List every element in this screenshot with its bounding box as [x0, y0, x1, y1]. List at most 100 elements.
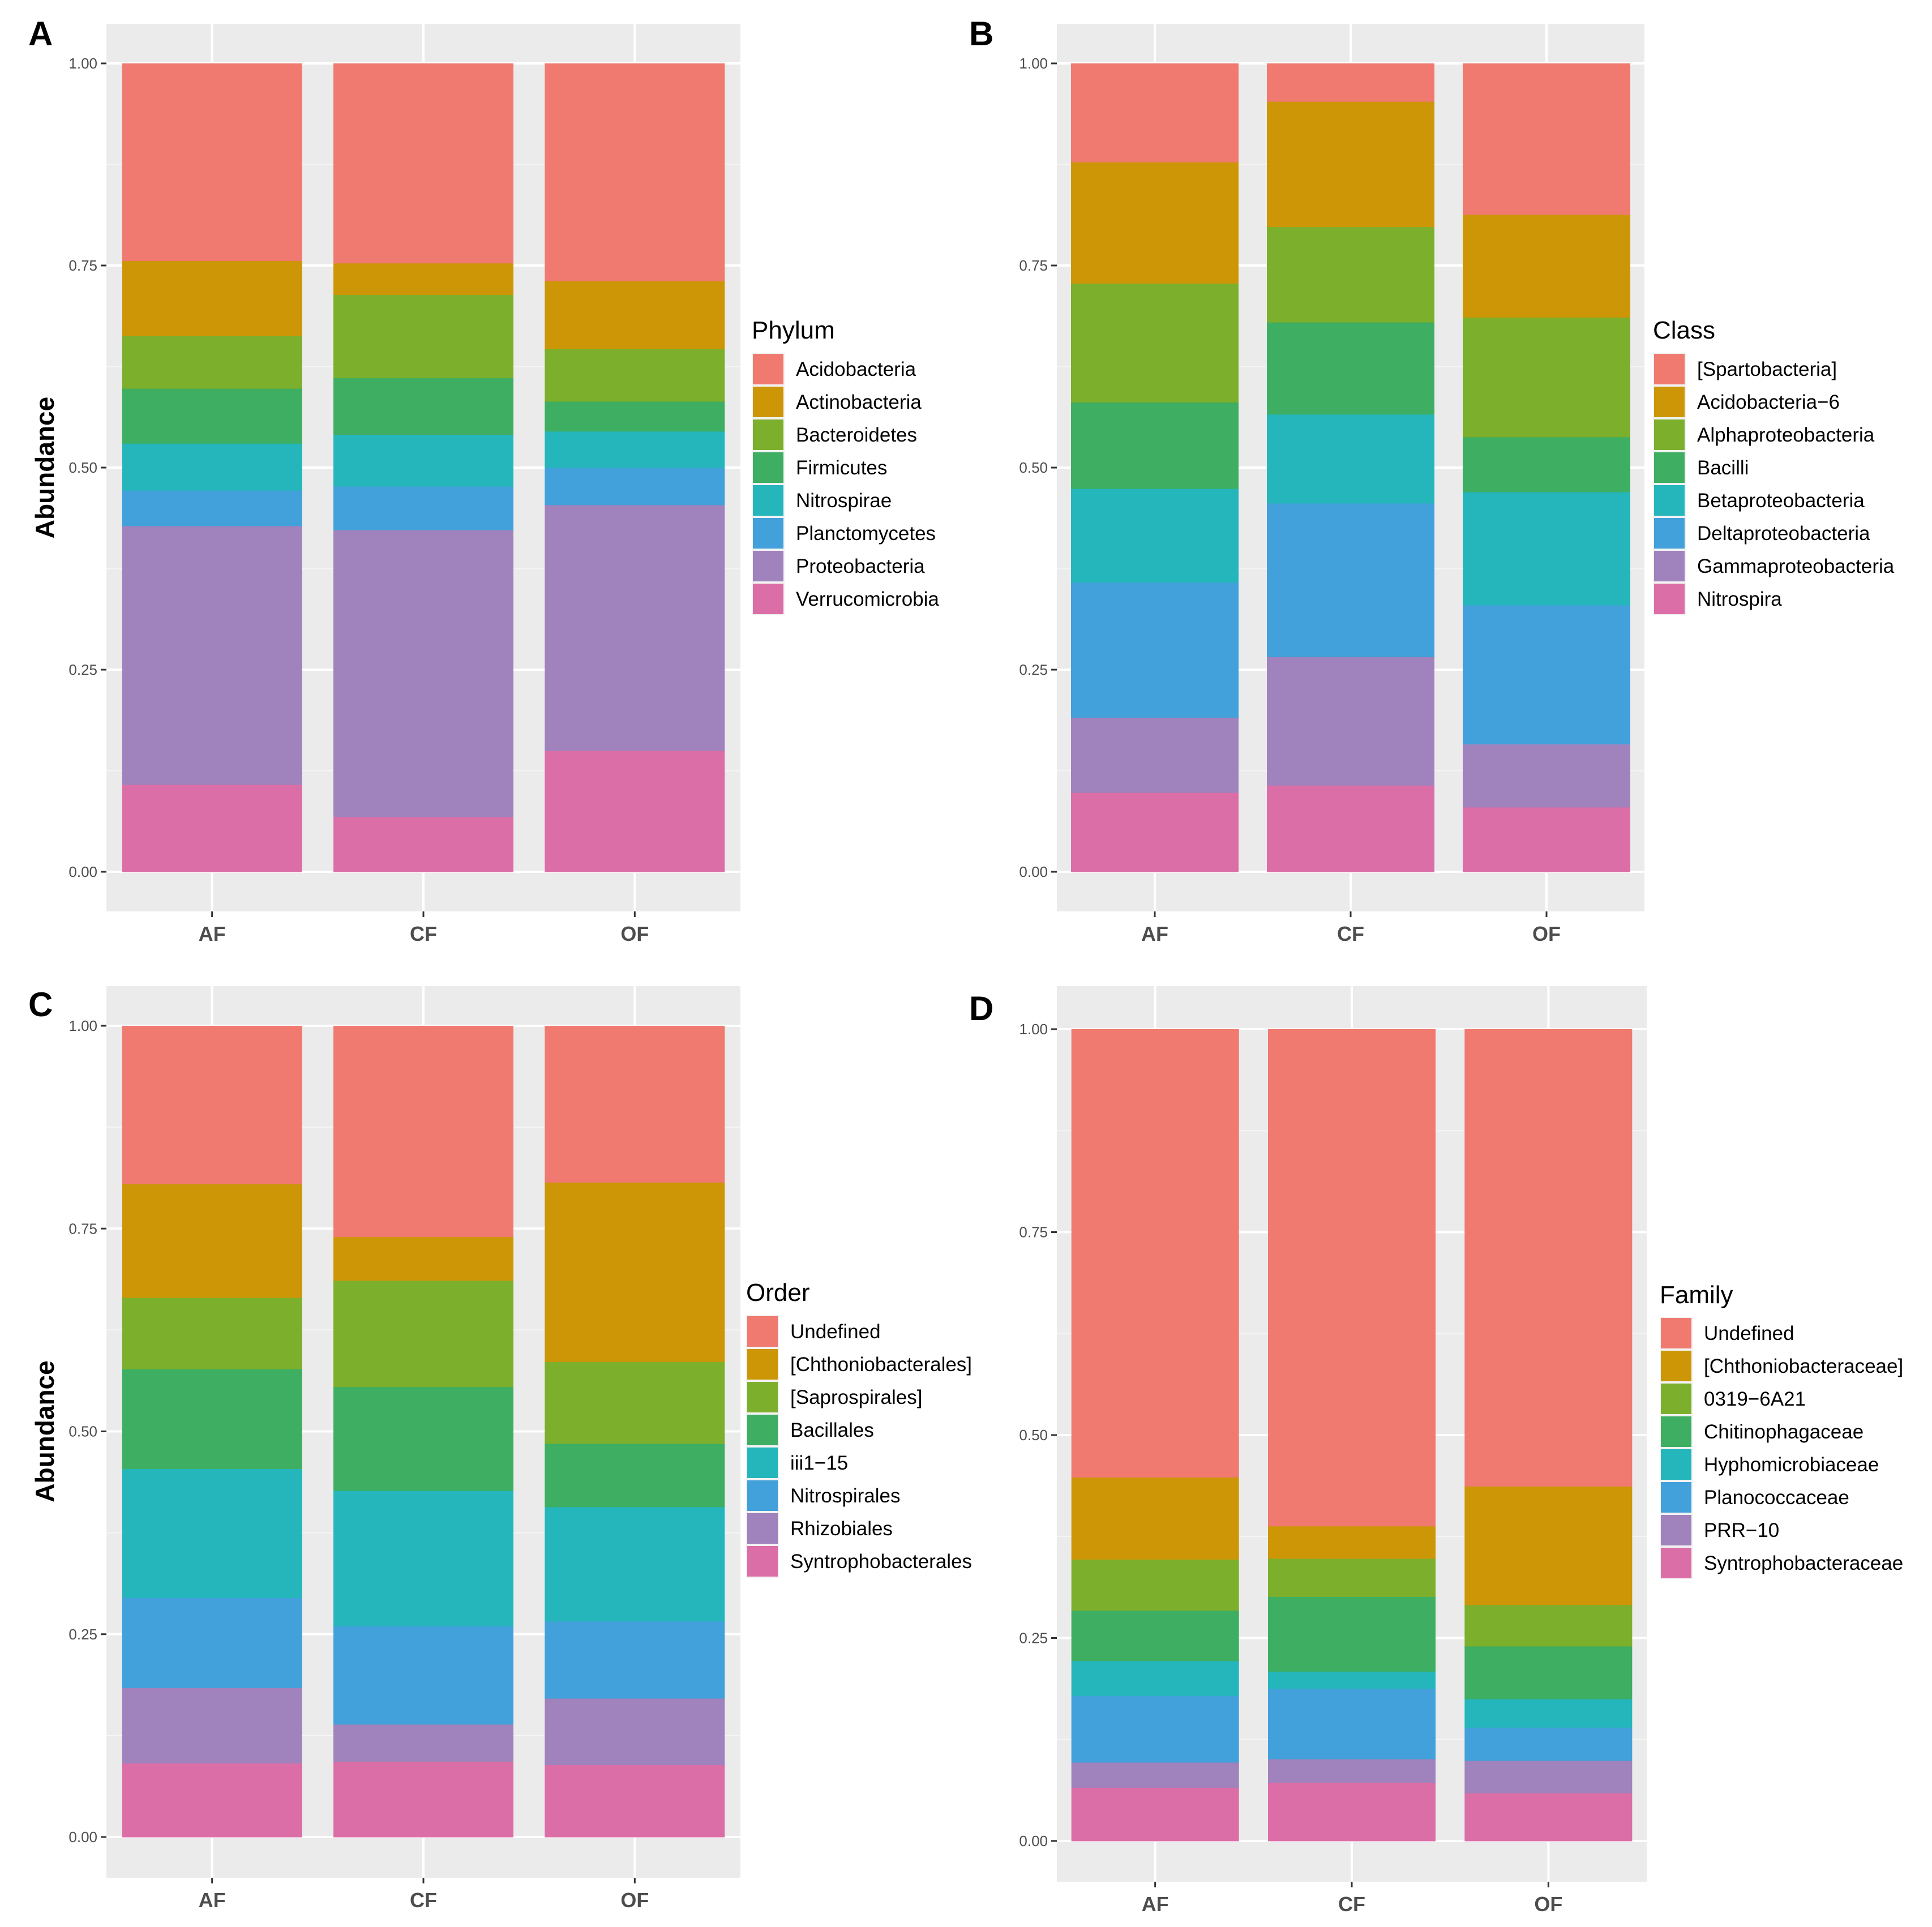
legend: Order Undefined [Chthoniobacterales] [Sapro…: [746, 1279, 972, 1578]
chart-panel-a: A 0.00 0.25 0.50 0.75 1.00 AF CF OF Abundance Phyl…: [28, 15, 939, 945]
bar-segment-af-8: [1071, 793, 1239, 872]
legend-title: Order: [746, 1279, 809, 1307]
bar-segment-cf-8: [333, 1761, 513, 1838]
y-tick-label: 0.75: [1019, 1224, 1048, 1241]
y-tick-label: 0.50: [68, 459, 97, 476]
legend-swatch: [1654, 354, 1685, 384]
bar-segment-af-8: [122, 784, 302, 872]
legend-swatch: [747, 1546, 778, 1577]
bar-segment-af-7: [1071, 1762, 1239, 1788]
legend-label: Bacteroidetes: [796, 424, 917, 446]
bar-segment-of-8: [545, 1765, 725, 1838]
stacked-bar-af: [122, 63, 302, 872]
legend-swatch: [747, 1480, 778, 1511]
stacked-bar-af: [122, 1026, 302, 1838]
bar-segment-of-1: [1464, 1029, 1633, 1487]
legend-label: Actinobacteria: [796, 391, 922, 413]
y-tick-label: 0.25: [1019, 661, 1048, 678]
stacked-bar-of: [1463, 63, 1630, 872]
y-tick-label: 0.25: [68, 661, 97, 678]
bar-segment-af-4: [1071, 402, 1239, 489]
y-tick-label: 0.50: [1019, 1427, 1048, 1444]
legend-swatch: [753, 584, 783, 614]
bar-segment-of-5: [1463, 491, 1630, 606]
legend-label: Betaproteobacteria: [1697, 490, 1865, 512]
legend-swatch: [753, 419, 783, 450]
legend-swatch: [1661, 1318, 1691, 1348]
bar-segment-af-4: [122, 388, 302, 444]
bar-segment-af-2: [1071, 1477, 1239, 1560]
x-tick-label: OF: [620, 1889, 649, 1912]
legend: Family Undefined [Chthoniobacteraceae] 0319…: [1660, 1281, 1903, 1579]
bar-segment-cf-8: [1268, 1782, 1436, 1842]
legend-swatch: [1654, 419, 1685, 450]
legend-swatch: [753, 485, 783, 516]
legend-label: Proteobacteria: [796, 555, 925, 577]
bar-segment-cf-8: [1267, 785, 1434, 872]
bar-segment-of-6: [1463, 605, 1630, 744]
bar-segment-cf-6: [1268, 1688, 1436, 1759]
bar-segment-cf-7: [333, 529, 513, 817]
y-tick-label: 0.75: [1019, 257, 1048, 274]
y-tick-label: 0.00: [1019, 863, 1048, 880]
bar-segment-cf-5: [1268, 1671, 1436, 1689]
legend-title: Family: [1660, 1281, 1733, 1309]
legend-swatch: [1661, 1416, 1691, 1447]
bar-segment-af-2: [1071, 162, 1239, 284]
bar-segment-cf-1: [1267, 63, 1434, 102]
y-tick-label: 0.25: [1019, 1630, 1048, 1647]
bar-segment-af-5: [1071, 489, 1239, 583]
bar-segment-af-3: [1071, 1559, 1239, 1611]
bar-segment-af-8: [1071, 1787, 1239, 1842]
legend-label: Nitrospira: [1697, 588, 1782, 610]
legend-label: PRR−10: [1704, 1519, 1779, 1541]
legend-swatch: [753, 452, 783, 483]
bar-segment-af-3: [1071, 283, 1239, 402]
legend-label: Planctomycetes: [796, 523, 936, 545]
bar-segment-af-6: [122, 490, 302, 526]
bar-segment-of-4: [545, 401, 725, 432]
legend-swatch: [1654, 485, 1685, 516]
bar-segment-af-4: [1071, 1610, 1239, 1661]
x-tick-label: OF: [1532, 922, 1561, 945]
x-tick-label: CF: [1338, 1892, 1365, 1916]
legend-swatch: [747, 1316, 778, 1347]
legend-swatch: [1661, 1449, 1691, 1480]
legend: Phylum Acidobacteria Actinobacteria Bactero…: [752, 316, 939, 615]
legend-label: [Spartobacteria]: [1697, 358, 1837, 380]
stacked-bar-of: [545, 63, 725, 872]
legend-swatch: [747, 1513, 778, 1544]
legend-label: Undefined: [1704, 1322, 1794, 1344]
stacked-bar-cf: [333, 1026, 513, 1838]
y-tick-label: 0.25: [68, 1626, 97, 1643]
chart-panel-c: C 0.00 0.25 0.50 0.75 1.00 AF CF OF Abundance Orde…: [28, 986, 972, 1912]
bar-segment-cf-2: [1267, 101, 1434, 228]
stacked-bar-af: [1071, 63, 1239, 872]
legend-label: Acidobacteria: [796, 358, 916, 380]
bar-segment-af-6: [122, 1598, 302, 1688]
x-tick-label: OF: [1534, 1892, 1562, 1916]
x-tick-label: AF: [199, 1889, 226, 1912]
legend: Class [Spartobacteria] Acidobacteria−6 Alph…: [1653, 316, 1895, 615]
bar-segment-of-6: [545, 1621, 725, 1699]
legend-swatch: [753, 354, 783, 384]
bar-segment-of-3: [1463, 317, 1630, 438]
bar-segment-af-7: [122, 525, 302, 785]
bar-segment-cf-6: [1267, 503, 1434, 657]
legend-label: [Chthoniobacterales]: [790, 1354, 972, 1376]
y-tick-label: 0.00: [1019, 1832, 1048, 1849]
legend-title: Class: [1653, 316, 1715, 344]
legend-label: [Chthoniobacteraceae]: [1704, 1355, 1903, 1377]
bar-segment-of-2: [545, 281, 725, 349]
legend-swatch: [1661, 1548, 1691, 1578]
legend-swatch: [1661, 1515, 1691, 1545]
legend-label: Gammaproteobacteria: [1697, 555, 1895, 577]
stacked-bar-of: [545, 1026, 725, 1838]
bar-segment-cf-7: [1268, 1759, 1436, 1783]
legend-label: Undefined: [790, 1321, 881, 1343]
legend-swatch: [753, 387, 783, 417]
legend-label: Bacilli: [1697, 457, 1749, 479]
bar-segment-cf-5: [333, 434, 513, 487]
bar-segment-of-4: [1464, 1646, 1633, 1699]
